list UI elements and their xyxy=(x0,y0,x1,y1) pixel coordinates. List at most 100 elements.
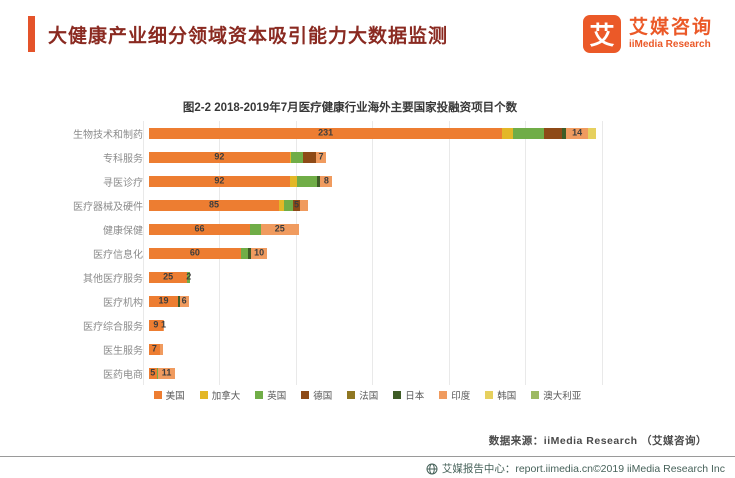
category-label: 专科服务 xyxy=(103,153,143,165)
bar-value-label: 6 xyxy=(181,295,187,306)
bar-value-label: 11 xyxy=(161,367,172,378)
bar-segment: 92 xyxy=(149,151,290,163)
accent-bar xyxy=(28,16,35,52)
legend-label: 德国 xyxy=(313,391,333,402)
bar-value-label: 60 xyxy=(189,247,200,258)
bar-track: 19 6 xyxy=(149,295,189,307)
bar-track: 92 7 xyxy=(149,151,327,163)
bar-value-label: 66 xyxy=(194,223,205,234)
bar-track: 92 8 xyxy=(149,175,333,187)
category-label: 寻医诊疗 xyxy=(103,177,143,189)
legend-swatch xyxy=(347,391,356,399)
bar-segment xyxy=(283,199,293,211)
bar-value-label: 10 xyxy=(254,247,265,258)
bar-segment xyxy=(300,199,309,211)
bar-segment: 1 xyxy=(160,319,167,331)
bar-value-label: 19 xyxy=(158,295,169,306)
legend-label: 日本 xyxy=(405,391,425,402)
legend-label: 法国 xyxy=(359,391,379,402)
bar-segment xyxy=(317,175,321,187)
chart-row: 寻医诊疗 92 8 xyxy=(6,169,726,193)
header: 大健康产业细分领域资本吸引能力大数据监测 xyxy=(28,16,448,52)
page-title: 大健康产业细分领域资本吸引能力大数据监测 xyxy=(48,25,449,47)
legend-item: 美国 xyxy=(153,388,185,402)
bar-segment xyxy=(248,247,252,259)
bar-segment xyxy=(512,127,544,139)
bar-segment: 66 xyxy=(149,223,250,235)
bar-segment: 8 xyxy=(320,175,333,187)
brand-name: 艾媒咨询 xyxy=(628,17,713,39)
bar-value-label: 2 xyxy=(186,271,192,282)
footer-divider xyxy=(0,456,735,457)
legend-item: 澳大利亚 xyxy=(531,388,581,402)
bar-segment: 14 xyxy=(566,127,588,139)
bar-segment xyxy=(297,175,318,187)
category-label: 其他医疗服务 xyxy=(83,273,143,285)
bar-segment: 25 xyxy=(260,223,299,235)
bar-segment: 11 xyxy=(158,367,175,379)
bar-value-label: 25 xyxy=(163,271,174,282)
bar-segment xyxy=(303,151,316,163)
legend-label: 印度 xyxy=(451,391,471,402)
bar-value-label: 92 xyxy=(214,151,225,162)
legend-swatch xyxy=(531,391,540,399)
legend-item: 英国 xyxy=(255,388,286,402)
chart-title: 图2-2 2018-2019年7月医疗健康行业海外主要国家投融资项目个数 xyxy=(182,102,518,114)
legend-swatch xyxy=(439,391,448,399)
chart-row: 专科服务 92 7 xyxy=(6,145,726,169)
legend-swatch xyxy=(485,391,494,399)
legend-item: 法国 xyxy=(347,388,378,402)
brand-logo: 艾 艾媒咨询 iiMedia Research xyxy=(582,15,713,53)
footer-text: 艾媒报告中心：report.iimedia.cn©2019 iiMedia Re… xyxy=(441,463,725,475)
bar-value-label: 1 xyxy=(160,319,167,330)
category-label: 医疗机构 xyxy=(103,297,143,309)
bar-segment: 10 xyxy=(251,247,267,259)
category-label: 医生服务 xyxy=(103,345,143,357)
bar-segment: 60 xyxy=(149,247,241,259)
chart-row: 医疗信息化 60 10 xyxy=(6,241,726,265)
bar-track: 60 10 xyxy=(149,247,267,259)
category-label: 医药电商 xyxy=(103,369,143,381)
chart-row: 医疗机构 19 6 xyxy=(6,289,726,313)
brand-logo-icon: 艾 xyxy=(582,15,621,53)
bar-value-label: 8 xyxy=(323,175,329,186)
legend-swatch xyxy=(393,391,402,399)
legend-item: 德国 xyxy=(301,388,332,402)
legend-item: 日本 xyxy=(393,388,424,402)
stacked-bar-chart: 生物技术和制药 231 14 专科服务 92 7 寻医诊疗 92 8 医疗器械及硬件 85 5 健康保健… xyxy=(6,121,726,385)
bar-value-label: 85 xyxy=(208,199,219,210)
bar-segment xyxy=(291,151,304,163)
bar-segment: 9 xyxy=(149,319,163,331)
chart-legend: 美国 加拿大 英国 德国 法国 日本 印度 韩国 澳大利亚 xyxy=(0,388,735,402)
bar-segment: 7 xyxy=(315,151,327,163)
legend-label: 美国 xyxy=(165,391,185,402)
bar-value-label: 5 xyxy=(294,199,300,210)
bar-segment xyxy=(178,295,180,307)
legend-swatch xyxy=(199,391,208,399)
legend-label: 加拿大 xyxy=(211,391,241,402)
bar-segment: 92 xyxy=(149,175,290,187)
bar-segment xyxy=(587,127,596,139)
chart-row: 医生服务 7 xyxy=(6,337,726,361)
bar-segment: 2 xyxy=(186,271,192,283)
bar-track: 85 5 xyxy=(149,199,309,211)
bar-segment xyxy=(159,343,163,355)
bar-segment xyxy=(278,199,284,211)
bar-track: 66 25 xyxy=(149,223,299,235)
category-label: 医疗综合服务 xyxy=(83,321,143,333)
globe-icon xyxy=(426,463,438,475)
bar-segment xyxy=(289,151,292,163)
chart-rows: 生物技术和制药 231 14 专科服务 92 7 寻医诊疗 92 8 医疗器械及硬件 85 5 健康保健… xyxy=(6,121,726,385)
chart-row: 医疗器械及硬件 85 5 xyxy=(6,193,726,217)
bar-value-label: 9 xyxy=(153,319,159,330)
bar-segment: 25 xyxy=(149,271,188,283)
bar-segment: 7 xyxy=(149,343,160,355)
bar-value-label: 14 xyxy=(572,127,583,138)
legend-item: 加拿大 xyxy=(199,388,241,402)
chart-row: 其他医疗服务 25 2 xyxy=(6,265,726,289)
bar-segment xyxy=(240,247,249,259)
footer: 艾媒报告中心：report.iimedia.cn©2019 iiMedia Re… xyxy=(426,461,725,476)
bar-value-label: 7 xyxy=(151,343,157,354)
legend-label: 英国 xyxy=(267,391,287,402)
